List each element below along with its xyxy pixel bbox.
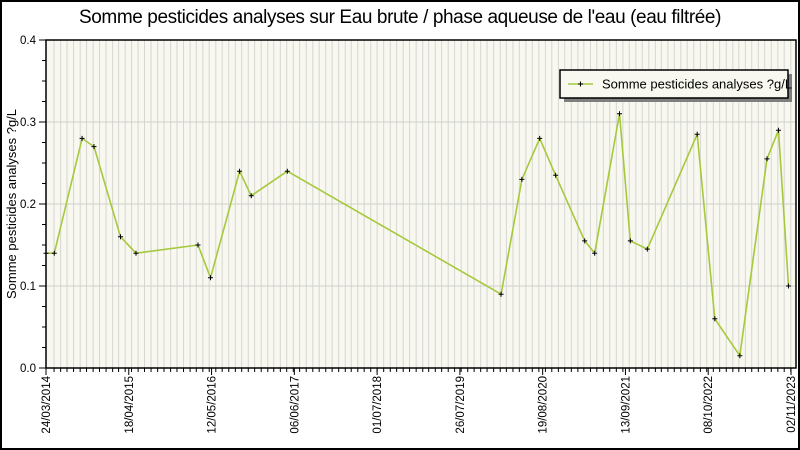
legend-marker-icon (578, 81, 583, 87)
data-point-marker (195, 242, 201, 248)
y-axis-title: Somme pesticides analyses ?g/L (4, 109, 19, 299)
data-point-marker (553, 172, 559, 178)
data-line (46, 113, 790, 357)
x-tick-label: 02/11/2023 (786, 376, 798, 433)
x-tick-label: 13/09/2021 (620, 376, 632, 434)
data-point-marker (617, 111, 623, 117)
x-tick-label: 26/07/2019 (455, 376, 467, 434)
y-tick-label: 0.1 (20, 281, 36, 293)
data-point-marker (775, 127, 781, 133)
data-point-marker (118, 234, 123, 240)
data-point-marker (207, 275, 213, 281)
x-tick-label: 06/06/2017 (289, 376, 301, 434)
data-point-marker (644, 246, 650, 252)
legend-label: Somme pesticides analyses ?g/L (602, 77, 792, 92)
x-tick-label: 12/05/2016 (207, 376, 219, 434)
y-tick-label: 0.3 (20, 117, 36, 129)
data-point-marker (627, 238, 633, 244)
data-markers (43, 111, 791, 359)
data-point-marker (91, 144, 97, 150)
data-point-marker (764, 156, 770, 162)
data-point-marker (537, 135, 543, 141)
y-gridlines (46, 121, 796, 287)
data-point-marker (79, 135, 85, 141)
legend: Somme pesticides analyses ?g/L (559, 69, 792, 102)
legend-box (559, 69, 789, 99)
y-tick-label: 0.2 (20, 199, 36, 211)
data-point-marker (51, 250, 57, 256)
data-point-marker (592, 250, 598, 256)
x-tick-label: 19/08/2020 (538, 376, 550, 434)
data-point-marker (237, 168, 243, 174)
x-axis: 24/03/2014 18/04/2015 12/05/2016 06/06/2017… (41, 368, 798, 434)
data-point-marker (785, 283, 791, 289)
data-point-marker (519, 176, 525, 182)
data-point-marker (133, 250, 139, 256)
x-tick-label: 01/07/2018 (372, 376, 384, 434)
x-tick-label: 18/04/2015 (124, 376, 136, 434)
chart-title: Somme pesticides analyses sur Eau brute … (78, 7, 722, 28)
data-point-marker (284, 168, 290, 174)
data-point-marker (582, 238, 588, 244)
data-point-marker (498, 291, 504, 297)
data-point-marker (248, 193, 254, 199)
data-point-marker (694, 131, 700, 137)
x-tick-label: 08/10/2022 (703, 376, 715, 434)
y-axis: 0.0 0.1 0.2 0.3 0.4 (20, 35, 46, 375)
data-point-marker (712, 316, 718, 322)
data-point-marker (737, 353, 743, 359)
y-tick-label: 0.4 (20, 35, 37, 47)
y-tick-label: 0.0 (20, 363, 36, 375)
x-tick-label: 24/03/2014 (41, 375, 53, 433)
